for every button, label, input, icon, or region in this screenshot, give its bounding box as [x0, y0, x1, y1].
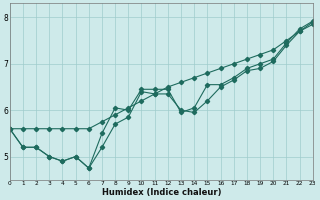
X-axis label: Humidex (Indice chaleur): Humidex (Indice chaleur) [101, 188, 221, 197]
